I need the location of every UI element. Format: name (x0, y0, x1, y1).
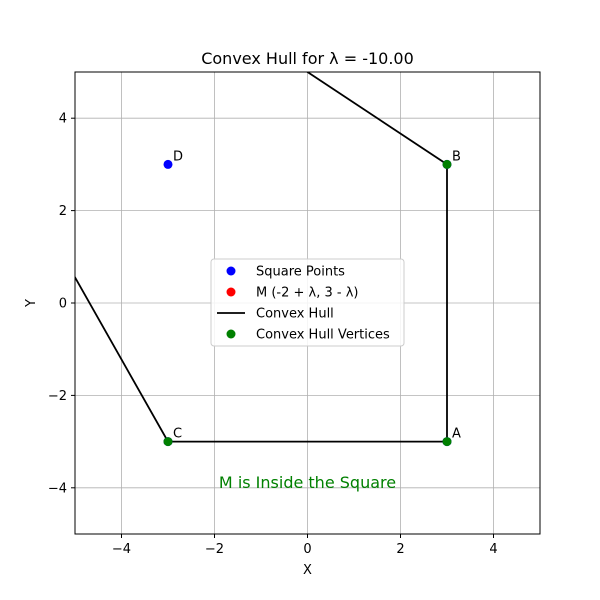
x-tick-label: 2 (396, 542, 404, 557)
legend-box (210, 258, 405, 347)
legend-label: Square Points (256, 265, 345, 280)
y-tick-label: 2 (59, 204, 67, 219)
legend-label: Convex Hull (256, 307, 334, 322)
point-label-a: A (452, 427, 461, 442)
y-tick-label: −4 (48, 481, 67, 496)
x-tick-label: 4 (489, 542, 497, 557)
x-axis-title: X (303, 563, 312, 578)
legend-label: Convex Hull Vertices (256, 328, 390, 343)
x-tick-label: −2 (205, 542, 224, 557)
y-tick-label: 4 (59, 112, 67, 127)
hull-vertex-point (442, 159, 452, 169)
legend-marker-swatch (226, 287, 236, 297)
y-axis-title: Y (24, 299, 39, 308)
y-tick-label: −2 (48, 389, 67, 404)
point-label-c: C (173, 427, 182, 442)
y-tick-label: 0 (59, 297, 67, 312)
hull-vertex-point (442, 437, 452, 447)
x-tick-label: 0 (303, 542, 311, 557)
x-tick-label: −4 (112, 542, 131, 557)
annotation-text: M is Inside the Square (219, 473, 396, 492)
square-point-d (163, 159, 173, 169)
legend-label: M (-2 + λ, 3 - λ) (256, 286, 359, 301)
legend-marker-swatch (226, 266, 236, 276)
ticks: −4 −2 0 2 4 −4 −2 0 2 4 (48, 112, 498, 557)
points: A B C D (163, 149, 461, 447)
grid (75, 72, 540, 534)
legend: Square Points M (-2 + λ, 3 - λ) Convex Hul… (210, 258, 405, 347)
point-label-d: D (173, 149, 183, 164)
hull-vertex-point (163, 437, 173, 447)
chart-title: Convex Hull for λ = -10.00 (201, 49, 414, 68)
legend-marker-swatch (226, 329, 236, 339)
point-label-b: B (452, 149, 461, 164)
